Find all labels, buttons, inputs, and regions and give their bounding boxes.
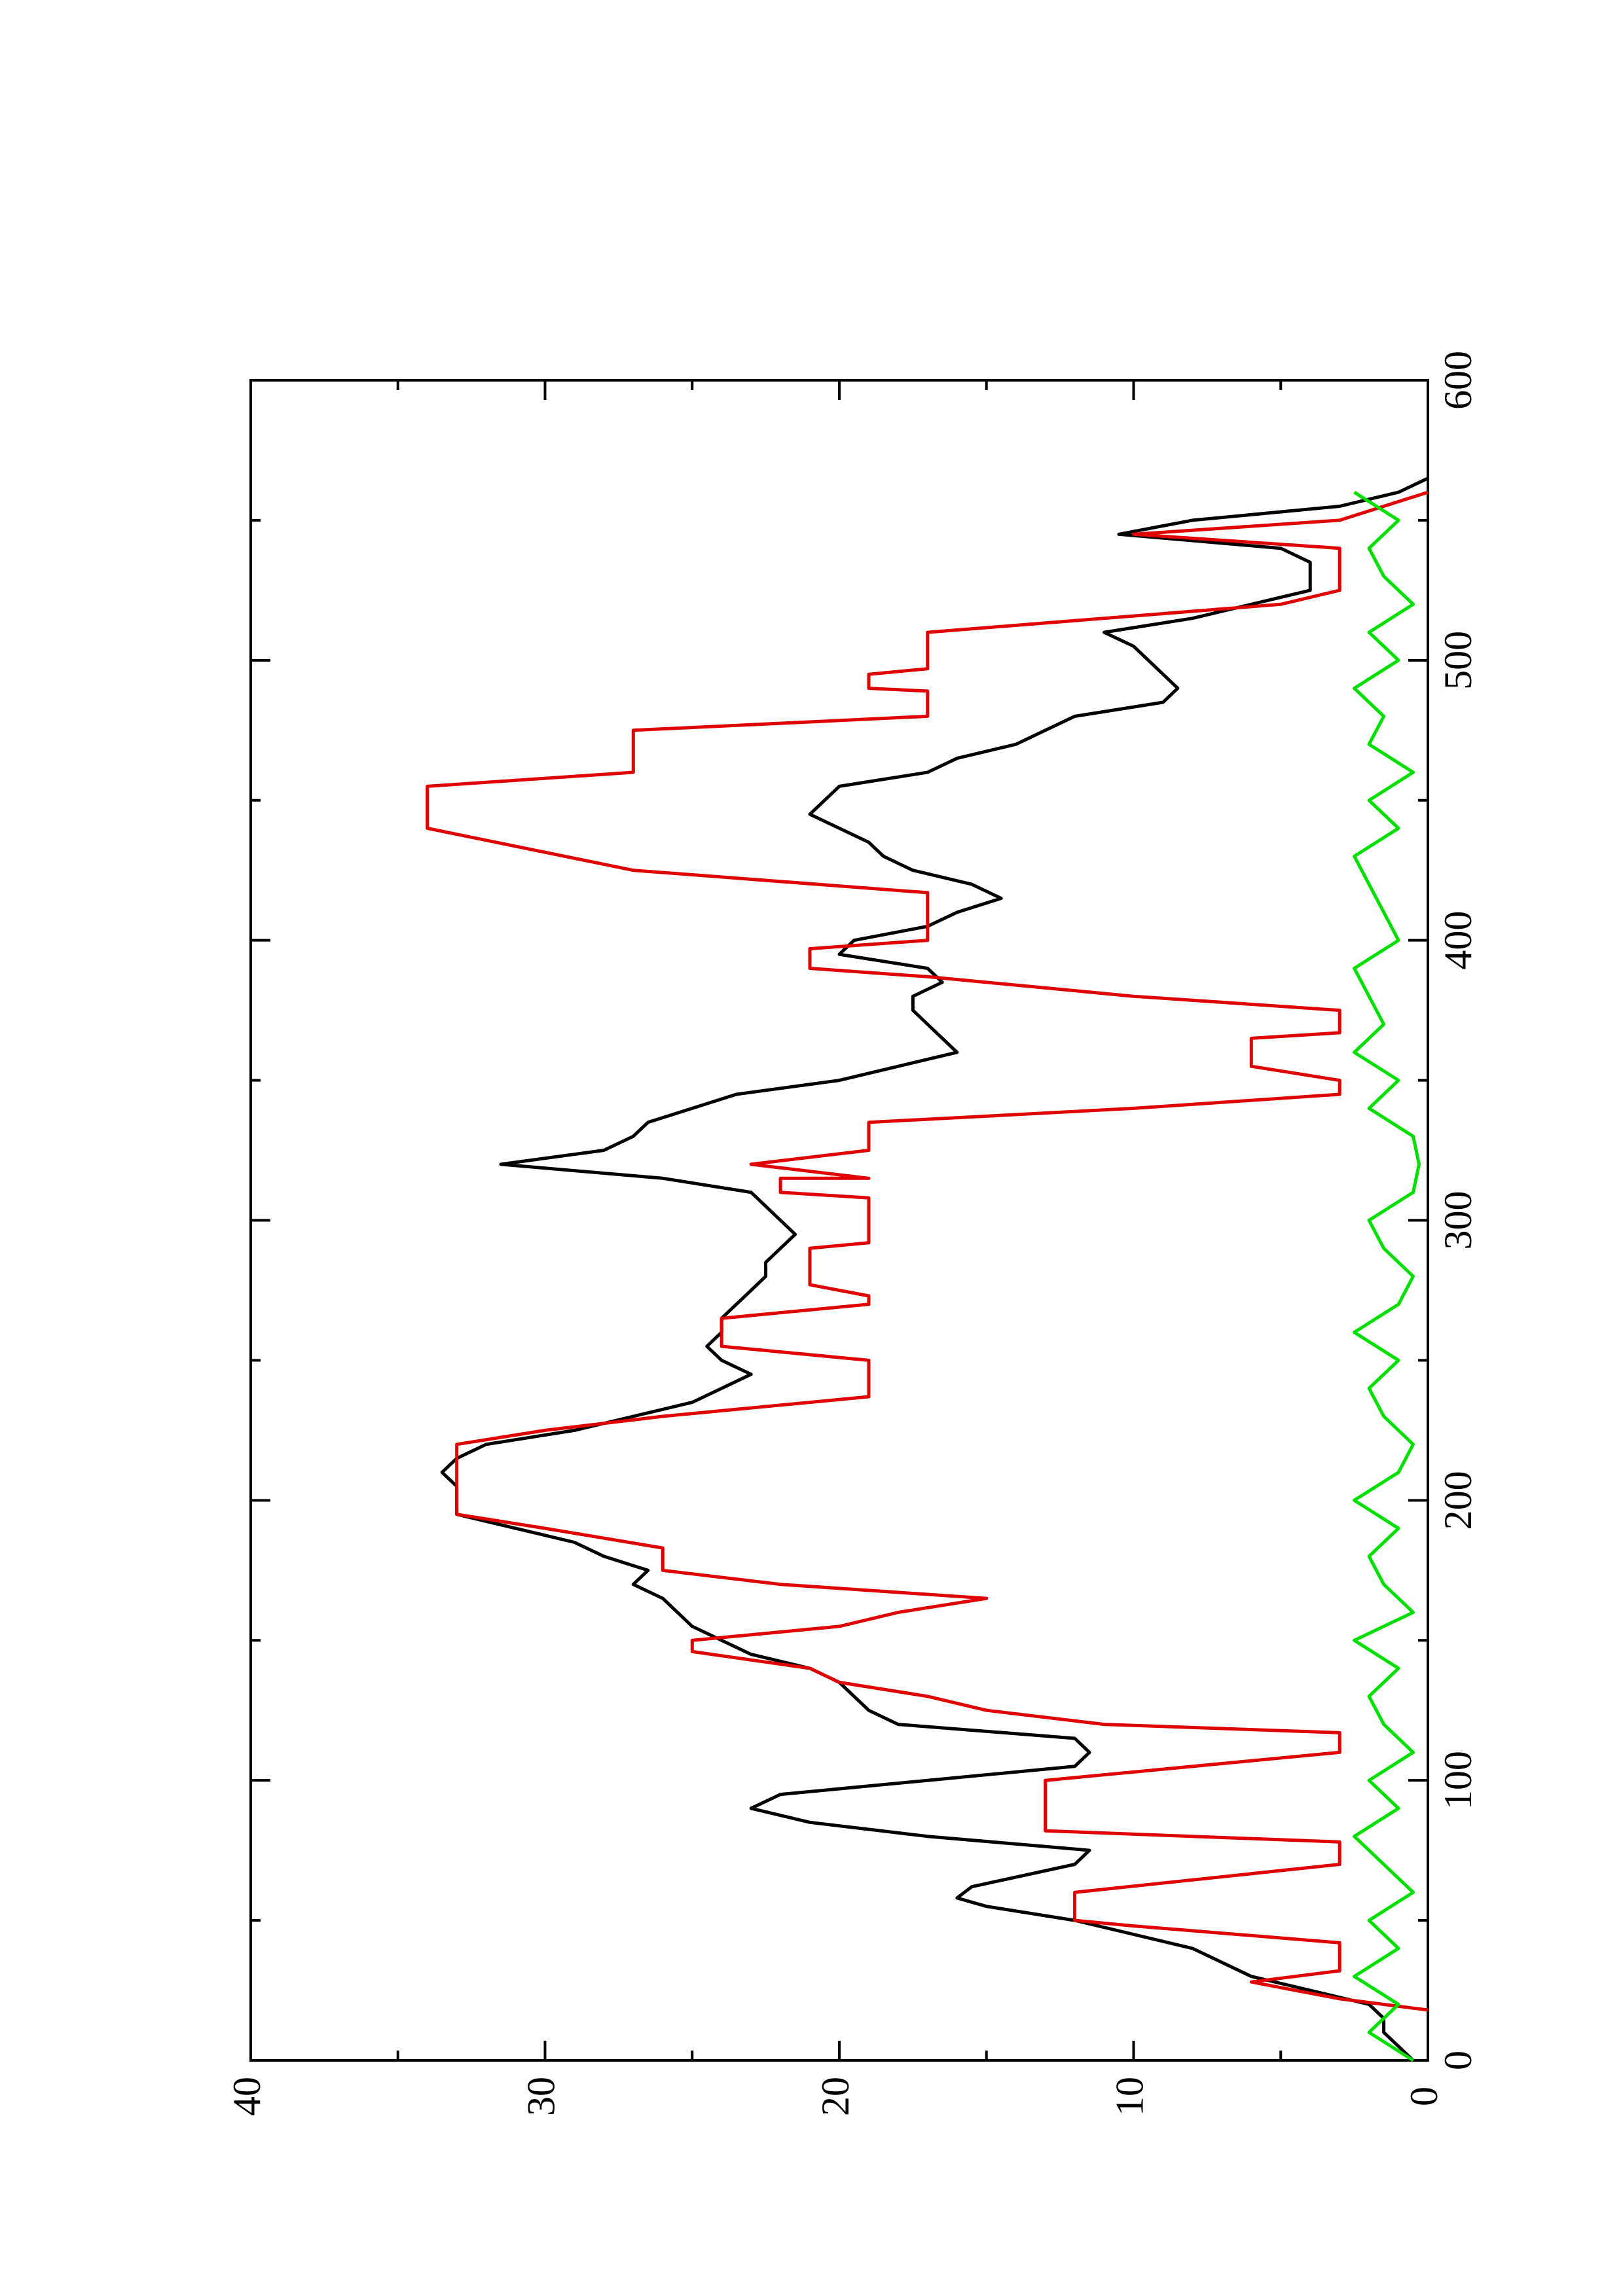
x-tick-label: 100 <box>1436 1751 1480 1810</box>
series-line <box>1353 490 1421 2062</box>
series-line <box>426 490 1429 2012</box>
plot-frame <box>249 379 1429 2062</box>
x-tick-label: 600 <box>1436 351 1480 410</box>
x-tick-label: 400 <box>1436 911 1480 970</box>
y-tick-label: 0 <box>1402 2087 1446 2106</box>
x-tick-label: 500 <box>1436 631 1480 690</box>
y-tick-label: 20 <box>814 2077 857 2116</box>
y-tick-label: 30 <box>519 2077 562 2116</box>
x-tick-label: 0 <box>1436 2051 1480 2070</box>
y-tick-label: 40 <box>225 2077 268 2116</box>
series-line <box>440 476 1429 2062</box>
x-tick-label: 200 <box>1436 1471 1480 1530</box>
x-tick-label: 300 <box>1436 1191 1480 1250</box>
y-tick-label: 10 <box>1108 2077 1151 2116</box>
